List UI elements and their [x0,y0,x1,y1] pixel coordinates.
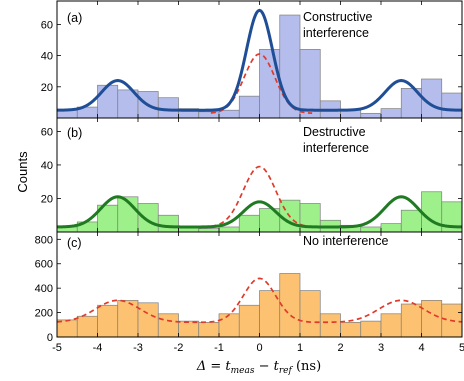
x-tick-label: -4 [93,342,103,354]
fit-curve [57,8,462,112]
histogram-bar [380,223,402,233]
y-tick-label: 40 [41,51,53,63]
histogram-bar [360,112,382,119]
panel-label: (c) [67,236,82,250]
histogram-bar [238,304,260,338]
histogram-bar [178,320,200,338]
histogram-bar [218,313,240,338]
histogram-bar [157,313,179,338]
panel-label: (a) [67,11,82,25]
histogram-bar [340,321,362,338]
histogram-bar [400,209,422,233]
y-tick-label: 0 [47,332,53,344]
y-tick-label: 800 [35,234,53,246]
panel-label: (b) [67,126,82,140]
y-tick-label: 400 [35,283,53,295]
histogram-bar [400,303,422,338]
y-tick-label: 60 [41,126,53,138]
x-tick-label: -5 [52,342,62,354]
histogram-bar [218,109,240,119]
panel-2: 20 40 60 (b) Destructive interference [41,117,463,233]
histogram-bar [56,319,78,338]
panel-3: 0 200 400 600 800 (c) No interference -5 -4 -3 -2 -… [35,231,464,354]
panel-annotation: interference [303,141,369,155]
histogram-bar [238,214,260,233]
histogram-bar [157,214,179,233]
panel-annotation: Destructive [303,125,366,139]
x-axis-label-part: − t [254,359,279,374]
histogram-bar [259,49,281,119]
x-tick-label: 4 [418,342,424,354]
y-tick-label: 600 [35,259,53,271]
histogram-bar [421,191,443,233]
histogram-bar [97,304,119,338]
panel-annotation: No interference [303,234,389,248]
x-tick-label: 0 [256,342,262,354]
histogram-bar [380,108,402,119]
y-tick-label: 40 [41,160,53,172]
histogram-bar [198,111,220,119]
histogram-bar [360,320,382,338]
histogram-bar [198,321,220,338]
histogram-bar [218,226,240,233]
y-axis-label: Counts [15,151,30,193]
x-axis-label-part: (ns) [292,359,321,374]
histogram-bar [76,315,98,338]
x-tick-label: 1 [297,342,303,354]
histogram-bar [137,203,159,233]
y-tick-label: 20 [41,193,53,205]
x-axis-label-subscript: meas [231,366,255,376]
histogram-bar [299,290,321,338]
x-axis-label: Δ = tmeas − tref (ns) [196,359,321,376]
x-tick-label: 3 [378,342,384,354]
x-tick-label: -2 [174,342,184,354]
reference-dashed-curve [56,277,463,324]
y-tick-label: 60 [41,19,53,31]
histogram-bar [97,84,119,119]
x-tick-label: -3 [133,342,143,354]
panel-1: 20 40 60 (a) Constructive interference [41,0,463,119]
histogram-bar [421,300,443,338]
x-tick-label: 2 [337,342,343,354]
histogram-bar [137,302,159,338]
y-tick-label: 200 [35,308,53,320]
panel-annotation: interference [303,26,369,40]
histogram-bar [157,97,179,119]
histogram-bar [441,92,463,119]
histogram-bar [117,300,139,338]
x-tick-label: -1 [214,342,224,354]
histogram-bar [238,95,260,119]
panel-annotation: Constructive [303,10,373,24]
histogram-bar [299,49,321,119]
histogram-bar [198,228,220,233]
x-axis-label-subscript: ref [279,366,294,376]
x-tick-label: 5 [459,342,464,354]
histogram-bar [360,226,382,233]
histogram-bar [319,313,341,338]
y-tick-label: 20 [41,82,53,94]
histogram-bar [380,313,402,338]
x-axis-label-part: Δ = t [196,359,232,374]
fit-curve [56,195,463,229]
